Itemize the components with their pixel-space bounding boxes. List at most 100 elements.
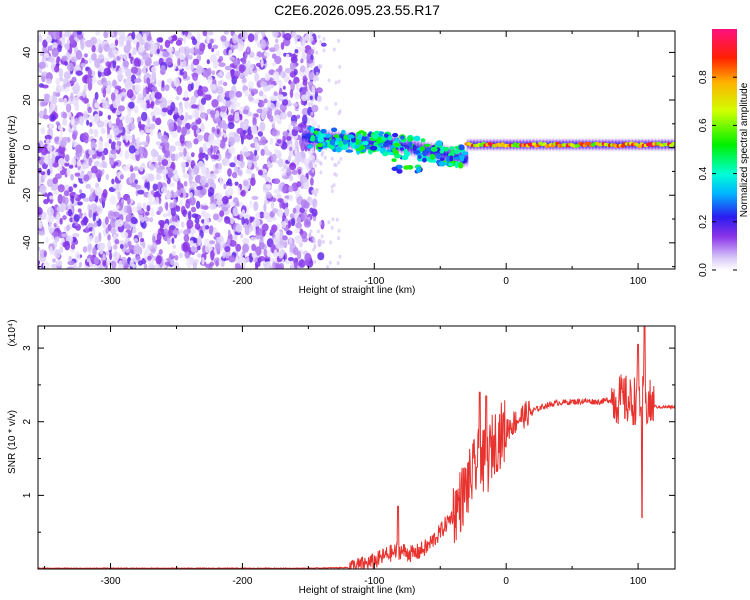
noise-blob bbox=[180, 54, 185, 61]
signal-blob bbox=[324, 133, 332, 138]
noise-blob bbox=[206, 59, 210, 65]
noise-blob bbox=[90, 165, 98, 174]
noise-blob bbox=[164, 261, 170, 266]
noise-blob bbox=[279, 112, 287, 120]
noise-blob bbox=[149, 163, 155, 171]
noise-blob bbox=[45, 78, 53, 84]
noise-blob bbox=[93, 128, 99, 138]
noise-blob bbox=[322, 48, 326, 53]
noise-blob bbox=[288, 174, 294, 182]
noise-blob bbox=[255, 212, 261, 220]
colorbar: 0.0 0.2 0.4 0.6 0.8 Normalized spectral ampl… bbox=[698, 29, 750, 277]
noise-blob bbox=[226, 238, 231, 246]
noise-blob bbox=[287, 99, 292, 105]
noise-blob bbox=[71, 158, 77, 167]
noise-blob bbox=[194, 222, 201, 230]
noise-blob bbox=[45, 35, 53, 43]
noise-blob bbox=[75, 49, 82, 60]
noise-blob bbox=[291, 216, 296, 227]
signal-blob bbox=[365, 145, 371, 150]
noise-blob bbox=[292, 102, 299, 107]
noise-blob bbox=[312, 247, 316, 252]
noise-blob bbox=[324, 106, 329, 111]
noise-blob bbox=[263, 183, 267, 191]
signal-blob bbox=[424, 143, 431, 147]
noise-blob bbox=[260, 81, 267, 88]
noise-blob bbox=[109, 195, 117, 205]
noise-blob bbox=[310, 54, 314, 61]
noise-blob bbox=[85, 183, 92, 189]
noise-blob bbox=[303, 180, 310, 190]
noise-blob bbox=[68, 255, 73, 262]
noise-blob bbox=[110, 92, 116, 101]
noise-blob bbox=[178, 108, 182, 117]
noise-blob bbox=[235, 160, 241, 166]
signal-blob bbox=[341, 129, 346, 135]
noise-blob bbox=[116, 140, 120, 146]
noise-blob bbox=[190, 95, 197, 105]
noise-blob bbox=[260, 58, 264, 68]
noise-blob bbox=[309, 207, 314, 214]
noise-blob bbox=[162, 213, 168, 218]
noise-blob bbox=[144, 72, 151, 80]
noise-blob bbox=[124, 125, 128, 136]
noise-blob bbox=[241, 209, 245, 217]
noise-blob bbox=[320, 152, 324, 157]
noise-blob bbox=[39, 184, 47, 195]
noise-blob bbox=[233, 102, 241, 107]
noise-blob bbox=[72, 233, 80, 238]
noise-blob bbox=[185, 140, 193, 149]
noise-blob bbox=[212, 145, 220, 151]
noise-blob bbox=[263, 98, 268, 104]
noise-blob bbox=[274, 148, 279, 156]
noise-blob bbox=[78, 261, 83, 268]
noise-blob bbox=[88, 149, 96, 156]
noise-blob bbox=[246, 46, 250, 54]
noise-blob bbox=[52, 258, 56, 263]
noise-blob bbox=[136, 116, 142, 124]
noise-blob bbox=[315, 158, 319, 163]
noise-blob bbox=[142, 241, 146, 249]
noise-blob bbox=[228, 255, 236, 263]
noise-blob bbox=[124, 224, 132, 230]
noise-blob bbox=[249, 216, 253, 224]
noise-blob bbox=[210, 173, 217, 180]
noise-blob bbox=[98, 54, 105, 60]
noise-blob bbox=[43, 108, 47, 116]
signal-blob bbox=[372, 133, 380, 140]
noise-blob bbox=[136, 136, 141, 147]
noise-blob bbox=[146, 205, 151, 212]
band-slice bbox=[433, 141, 439, 163]
signal-blob bbox=[387, 136, 393, 141]
noise-blob bbox=[203, 238, 210, 247]
noise-blob bbox=[140, 216, 145, 223]
noise-blob bbox=[318, 160, 322, 165]
noise-blob bbox=[182, 243, 189, 253]
noise-blob bbox=[247, 33, 255, 43]
snr-panel: -300 -200 -100 0 100 1 2 3 Height of straight l… bbox=[7, 319, 676, 596]
noise-blob bbox=[167, 209, 172, 218]
signal-blob bbox=[355, 139, 360, 146]
noise-blob bbox=[287, 111, 293, 118]
noise-blob bbox=[330, 156, 334, 161]
noise-blob bbox=[201, 257, 205, 265]
noise-blob bbox=[137, 189, 145, 195]
noise-blob bbox=[169, 202, 174, 209]
noise-blob bbox=[102, 148, 109, 156]
signal-blob bbox=[396, 168, 403, 174]
noise-blob bbox=[316, 95, 322, 102]
noise-blob bbox=[264, 51, 270, 57]
noise-blob bbox=[209, 38, 214, 44]
signal-blob bbox=[438, 161, 446, 167]
noise-blob bbox=[211, 70, 215, 76]
noise-blob bbox=[51, 263, 58, 269]
carrier-blob bbox=[671, 142, 675, 146]
noise-blob bbox=[49, 166, 53, 174]
noise-blob bbox=[112, 183, 116, 189]
noise-blob bbox=[46, 207, 55, 217]
noise-blob bbox=[284, 207, 290, 217]
noise-blob bbox=[179, 70, 184, 76]
signal-blob bbox=[374, 130, 380, 135]
noise-blob bbox=[273, 249, 278, 258]
noise-blob bbox=[195, 64, 203, 75]
